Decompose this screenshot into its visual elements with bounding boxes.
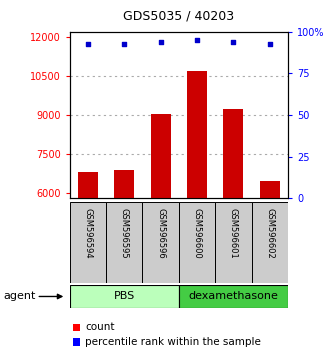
Point <box>158 39 163 45</box>
Point <box>231 39 236 45</box>
Text: GSM596596: GSM596596 <box>156 208 165 259</box>
Bar <box>70 285 179 308</box>
Text: dexamethasone: dexamethasone <box>188 291 278 302</box>
Text: GSM596594: GSM596594 <box>83 208 92 259</box>
Text: GSM596600: GSM596600 <box>192 208 202 259</box>
Text: GDS5035 / 40203: GDS5035 / 40203 <box>123 10 234 22</box>
Bar <box>106 202 142 283</box>
Text: GSM596601: GSM596601 <box>229 208 238 259</box>
Bar <box>70 202 106 283</box>
Text: count: count <box>85 322 115 332</box>
Bar <box>187 71 207 198</box>
Point <box>267 41 272 46</box>
Bar <box>151 114 170 198</box>
Point <box>85 41 90 46</box>
Text: GSM596602: GSM596602 <box>265 208 274 259</box>
Point <box>194 37 200 43</box>
Bar <box>114 170 134 198</box>
Bar <box>252 202 288 283</box>
Text: PBS: PBS <box>114 291 135 302</box>
Bar <box>215 202 252 283</box>
Bar <box>78 172 98 198</box>
Bar <box>179 202 215 283</box>
Text: percentile rank within the sample: percentile rank within the sample <box>85 337 261 347</box>
Text: GSM596595: GSM596595 <box>119 208 129 259</box>
Bar <box>142 202 179 283</box>
Bar <box>260 181 280 198</box>
Bar <box>179 285 288 308</box>
Point <box>121 41 127 46</box>
Text: agent: agent <box>3 291 36 302</box>
Bar <box>223 109 243 198</box>
